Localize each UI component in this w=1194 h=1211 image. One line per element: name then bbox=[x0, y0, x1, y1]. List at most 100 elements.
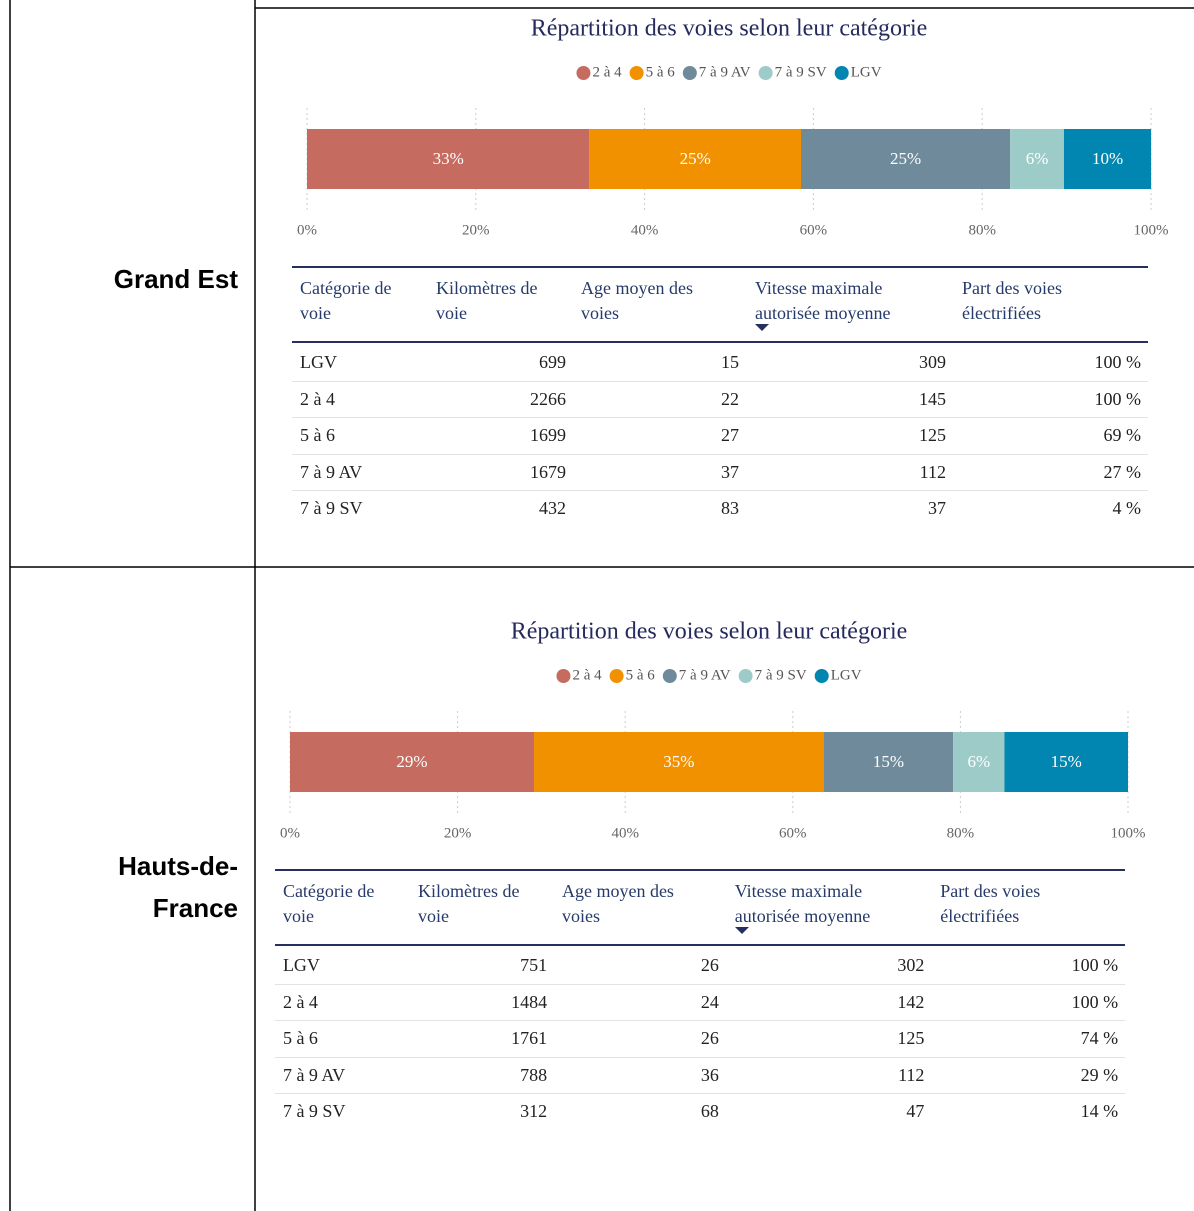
table-cell: 309 bbox=[919, 352, 946, 372]
x-tick-label: 60% bbox=[779, 825, 807, 841]
table-cell: 69 % bbox=[1103, 425, 1142, 445]
bar-value-label: 6% bbox=[968, 752, 991, 771]
column-header: Age moyen des voies bbox=[561, 881, 674, 926]
table-cell: 125 bbox=[897, 1028, 925, 1048]
bar-segment bbox=[800, 129, 1011, 189]
chart-title: Répartition des voies selon leur catégor… bbox=[531, 16, 928, 42]
table-cell: 2 à 4 bbox=[282, 991, 318, 1012]
bar-value-label: 15% bbox=[873, 752, 904, 771]
legend-label: LGV bbox=[831, 667, 862, 683]
x-tick-label: 0% bbox=[280, 825, 300, 841]
bar-segment bbox=[589, 129, 801, 189]
table-cell: 37 bbox=[928, 498, 946, 518]
table-body: LGV 699 15 309 100 % 2 à 4 2266 22 145 100 % 5 à 6… bbox=[292, 343, 1148, 527]
table-cell: 1761 bbox=[511, 1028, 548, 1048]
legend-swatch bbox=[576, 66, 591, 80]
table-cell: 302 bbox=[897, 955, 925, 975]
table-cell: 432 bbox=[539, 498, 566, 518]
table-row: 2 à 4 2266 22 145 100 % bbox=[292, 382, 1148, 418]
legend-swatch bbox=[682, 66, 697, 80]
bar-value-label: 33% bbox=[433, 149, 464, 168]
table-cell: 788 bbox=[520, 1064, 548, 1085]
table-cell: 1484 bbox=[511, 991, 548, 1012]
table-cell: 125 bbox=[919, 425, 946, 445]
table-cell: 751 bbox=[520, 955, 548, 975]
table-cell: 100 % bbox=[1094, 388, 1142, 409]
table-cell: 47 bbox=[906, 1101, 925, 1121]
x-tick-label: 100% bbox=[1134, 222, 1169, 238]
x-tick-label: 40% bbox=[631, 222, 659, 238]
table-cell: 36 bbox=[700, 1064, 719, 1085]
table-cell: LGV bbox=[300, 352, 337, 372]
legend-label: 7 à 9 SV bbox=[775, 64, 827, 80]
legend-swatch bbox=[834, 66, 849, 80]
legend-label: 7 à 9 SV bbox=[755, 667, 807, 683]
region-label: Hauts-de-France bbox=[118, 851, 238, 923]
table-cell: 26 bbox=[700, 955, 719, 975]
legend-label: 7 à 9 AV bbox=[699, 64, 751, 80]
bar-segment bbox=[823, 732, 954, 792]
table-row: 7 à 9 AV 1679 37 112 27 % bbox=[292, 455, 1148, 491]
table-cell: 29 % bbox=[1080, 1064, 1119, 1085]
x-tick-label: 20% bbox=[462, 222, 490, 238]
bar-value-label: 15% bbox=[1051, 752, 1082, 771]
table-cell: 2 à 4 bbox=[300, 388, 335, 409]
table-row: 5 à 6 1699 27 125 69 % bbox=[292, 418, 1148, 455]
legend-swatch bbox=[609, 669, 624, 683]
x-tick-label: 100% bbox=[1111, 825, 1146, 841]
column-header: Part des voies électrifiées bbox=[940, 881, 1041, 926]
table-cell: 37 bbox=[721, 461, 739, 482]
legend-label: 2 à 4 bbox=[572, 667, 602, 683]
table-row: LGV 699 15 309 100 % bbox=[292, 345, 1148, 382]
bar-segment bbox=[953, 732, 1005, 792]
column-header: Age moyen des voies bbox=[581, 278, 693, 323]
table-cell: 26 bbox=[700, 1028, 719, 1048]
bar-value-label: 6% bbox=[1026, 149, 1049, 168]
legend-swatch bbox=[738, 669, 753, 683]
table-cell: 1679 bbox=[530, 461, 566, 482]
bar-segment bbox=[534, 732, 824, 792]
legend-swatch bbox=[662, 669, 677, 683]
legend-label: LGV bbox=[851, 64, 882, 80]
bar-value-label: 25% bbox=[680, 149, 711, 168]
table-cell: 7 à 9 AV bbox=[300, 461, 363, 482]
table-cell: 5 à 6 bbox=[282, 1028, 318, 1048]
bar-segment bbox=[1010, 129, 1064, 189]
legend-label: 2 à 4 bbox=[592, 64, 622, 80]
table-cell: 112 bbox=[898, 1064, 925, 1085]
table-row: LGV 751 26 302 100 % bbox=[275, 948, 1125, 985]
bar-segment bbox=[290, 732, 535, 792]
sort-indicator bbox=[755, 324, 769, 331]
x-tick-label: 20% bbox=[444, 825, 472, 841]
table-cell: 100 % bbox=[1071, 955, 1119, 975]
table-header: Catégorie de voie Kilomètres de voie Age m… bbox=[292, 268, 1148, 343]
chart-title: Répartition des voies selon leur catégor… bbox=[511, 619, 908, 645]
bar-segment bbox=[307, 129, 590, 189]
table-row: 2 à 4 1484 24 142 100 % bbox=[275, 985, 1125, 1021]
table-cell: 7 à 9 SV bbox=[300, 498, 363, 518]
table-cell: 142 bbox=[897, 991, 925, 1012]
column-header: Catégorie de voie bbox=[300, 278, 392, 323]
x-tick-label: 0% bbox=[297, 222, 317, 238]
table-cell: LGV bbox=[282, 955, 320, 975]
legend-label: 5 à 6 bbox=[626, 667, 656, 683]
legend: 2 à 4 5 à 6 7 à 9 AV 7 à 9 SV LGV bbox=[556, 667, 862, 683]
table-cell: 4 % bbox=[1112, 498, 1142, 518]
table-cell: 312 bbox=[520, 1101, 548, 1121]
legend-swatch bbox=[814, 669, 829, 683]
bar-segment bbox=[1063, 129, 1152, 189]
table-cell: 22 bbox=[721, 388, 739, 409]
table-cell: 5 à 6 bbox=[300, 425, 335, 445]
table-cell: 24 bbox=[700, 991, 719, 1012]
column-header: Kilomètres de voie bbox=[417, 881, 520, 926]
table-cell: 15 bbox=[721, 352, 739, 372]
table: Catégorie de voie Kilomètres de voie Age m… bbox=[292, 266, 1148, 527]
table-cell: 27 bbox=[721, 425, 739, 445]
table: Catégorie de voie Kilomètres de voie Age m… bbox=[275, 869, 1125, 1130]
bar-value-label: 35% bbox=[663, 752, 694, 771]
table-cell: 100 % bbox=[1071, 991, 1119, 1012]
legend-swatch bbox=[758, 66, 773, 80]
table-cell: 699 bbox=[539, 352, 566, 372]
table-cell: 112 bbox=[919, 461, 946, 482]
